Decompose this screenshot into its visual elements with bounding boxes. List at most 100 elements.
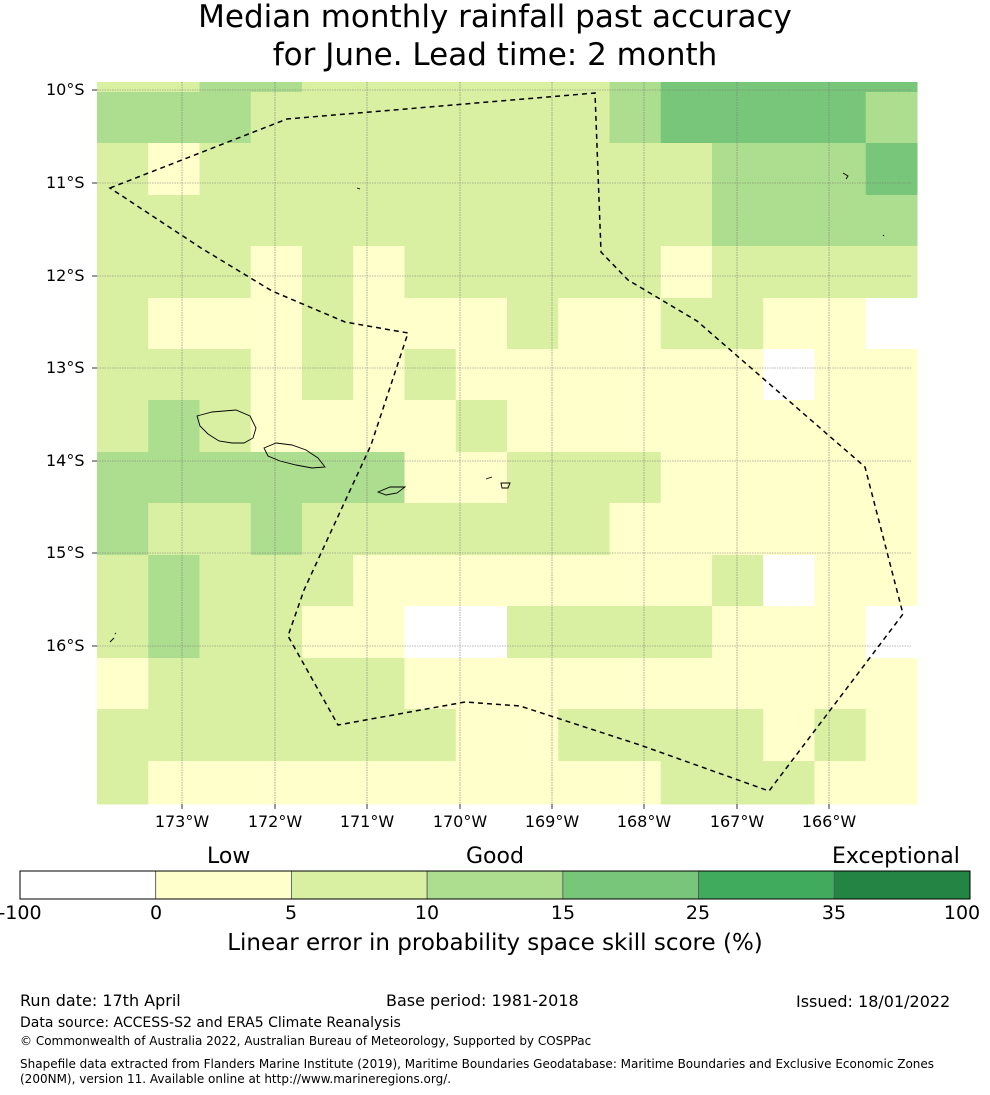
skill-cell	[302, 658, 354, 710]
skill-cell	[712, 82, 764, 93]
skill-cell	[609, 400, 662, 453]
skill-cell	[558, 606, 610, 659]
skill-cell	[609, 452, 662, 504]
skill-cell	[97, 400, 149, 453]
skill-cell	[558, 349, 610, 401]
skill-cell	[814, 709, 867, 762]
skill-cell	[763, 82, 815, 93]
skill-cell	[250, 195, 303, 247]
skill-cell	[199, 298, 252, 350]
skill-cell	[814, 195, 867, 247]
skill-cell	[302, 400, 354, 453]
skill-cell	[148, 143, 200, 196]
skill-cell	[609, 349, 662, 401]
skill-cell	[302, 555, 354, 607]
skill-cell	[353, 298, 405, 350]
skill-cell	[199, 82, 252, 93]
skill-cell	[865, 555, 918, 607]
skill-cell	[302, 82, 354, 93]
skill-cell	[455, 761, 508, 805]
skill-cell	[199, 606, 252, 659]
colorbar-segment	[426, 870, 564, 900]
skill-cell	[97, 606, 149, 659]
skill-cell	[97, 709, 149, 762]
skill-cell	[455, 92, 508, 144]
skill-cell	[865, 658, 918, 710]
skill-cell	[353, 555, 405, 607]
skill-cell	[609, 761, 662, 805]
tutuila-island	[376, 486, 407, 496]
skill-cell	[660, 143, 713, 196]
skill-cell	[404, 298, 457, 350]
skill-cell	[763, 400, 815, 453]
skill-cell	[660, 555, 713, 607]
skill-cell	[865, 349, 918, 401]
skill-cell	[302, 298, 354, 350]
skill-cell	[814, 349, 867, 401]
skill-cell	[763, 349, 815, 401]
skill-cell	[148, 195, 200, 247]
skill-cell	[199, 658, 252, 710]
skill-cell	[97, 761, 149, 805]
skill-cell	[353, 246, 405, 299]
lon-label-172w: 172°W	[247, 812, 303, 831]
skill-cell	[199, 555, 252, 607]
lon-label-171w: 171°W	[339, 812, 395, 831]
skill-cell	[97, 246, 149, 299]
skill-cell	[865, 400, 918, 453]
skill-cell	[609, 298, 662, 350]
lat-label-11s: 11°S	[46, 173, 85, 192]
skill-cell	[507, 606, 559, 659]
skill-cell	[353, 349, 405, 401]
skill-cell	[353, 82, 405, 93]
skill-cell	[455, 555, 508, 607]
skill-cell	[302, 761, 354, 805]
skill-cell	[455, 400, 508, 453]
skill-cell	[609, 709, 662, 762]
map-title-line2: for June. Lead time: 2 month	[272, 37, 718, 73]
skill-cell	[712, 761, 764, 805]
skill-cell	[404, 452, 457, 504]
skill-cell	[97, 298, 149, 350]
skill-cell	[712, 298, 764, 350]
skill-cell	[814, 452, 867, 504]
colorbar-segment	[562, 870, 699, 900]
wallis-island	[109, 632, 117, 643]
skill-cell	[250, 606, 303, 659]
skill-cell	[507, 761, 559, 805]
skill-cell	[302, 195, 354, 247]
skill-cell	[558, 400, 610, 453]
colorbar-tick: -100	[0, 902, 42, 924]
skill-cell	[507, 555, 559, 607]
colorbar-segment	[19, 870, 157, 900]
skill-cell	[660, 92, 713, 144]
colorbar-title: Linear error in probability space skill …	[227, 930, 763, 956]
skill-cell	[250, 82, 303, 93]
skill-cell	[507, 82, 559, 93]
skill-cell	[250, 349, 303, 401]
skill-cell	[404, 195, 457, 247]
skill-cell	[865, 246, 918, 299]
skill-cell	[353, 709, 405, 762]
upolu-island	[263, 442, 326, 469]
skill-cell	[763, 555, 815, 607]
skill-cell	[763, 503, 815, 556]
colorbar-segment	[698, 870, 835, 900]
land-outlines	[109, 172, 885, 643]
skill-cell	[404, 503, 457, 556]
skill-cell	[763, 195, 815, 247]
skill-cell	[660, 195, 713, 247]
colorbar-segment	[155, 870, 292, 900]
skill-cell	[353, 92, 405, 144]
lat-label-14s: 14°S	[46, 451, 85, 470]
skill-cell	[302, 246, 354, 299]
skill-cell	[814, 606, 867, 659]
skill-cell	[660, 400, 713, 453]
skill-cell	[507, 195, 559, 247]
skill-cell	[302, 709, 354, 762]
skill-cell	[455, 709, 508, 762]
issued-date: Issued: 18/01/2022	[796, 992, 951, 1011]
skill-cell	[404, 82, 457, 93]
skill-cell	[404, 709, 457, 762]
skill-cell	[865, 503, 918, 556]
